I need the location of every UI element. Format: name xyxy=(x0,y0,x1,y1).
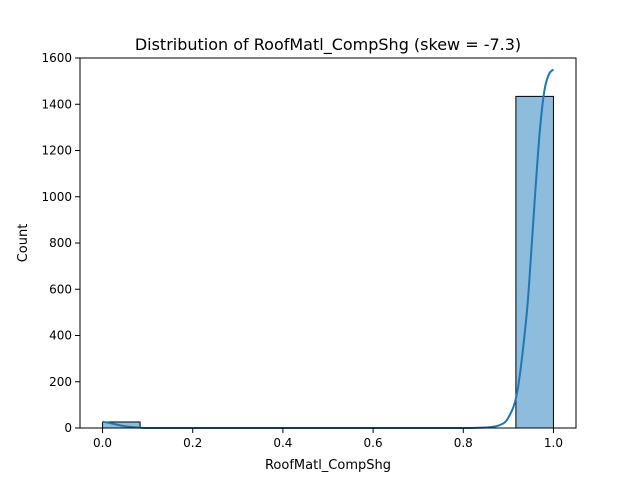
x-axis-ticks: 0.0 0.2 0.4 0.6 0.8 1.0 xyxy=(93,428,563,450)
y-tick-label-6: 1200 xyxy=(41,144,72,158)
x-tick-label-1: 0.2 xyxy=(183,436,202,450)
y-tick-label-4: 800 xyxy=(49,236,72,250)
x-tick-label-2: 0.4 xyxy=(273,436,292,450)
y-tick-label-5: 1000 xyxy=(41,190,72,204)
y-tick-label-2: 400 xyxy=(49,329,72,343)
y-tick-label-8: 1600 xyxy=(41,51,72,65)
x-tick-label-4: 0.8 xyxy=(454,436,473,450)
y-tick-label-0: 0 xyxy=(64,421,72,435)
x-tick-label-3: 0.6 xyxy=(364,436,383,450)
histogram-bars xyxy=(102,95,554,429)
histogram-bar-1 xyxy=(515,95,554,429)
y-tick-label-7: 1400 xyxy=(41,97,72,111)
chart-title: Distribution of RoofMatl_CompShg (skew =… xyxy=(135,35,521,55)
y-axis-ticks: 0 200 400 600 800 1000 1200 1400 1600 xyxy=(41,51,80,435)
y-axis-label: Count xyxy=(16,224,31,263)
y-tick-label-3: 600 xyxy=(49,282,72,296)
x-axis-label: RoofMatl_CompShg xyxy=(265,458,391,473)
y-tick-label-1: 200 xyxy=(49,375,72,389)
x-tick-label-0: 0.0 xyxy=(93,436,112,450)
x-tick-label-5: 1.0 xyxy=(544,436,563,450)
